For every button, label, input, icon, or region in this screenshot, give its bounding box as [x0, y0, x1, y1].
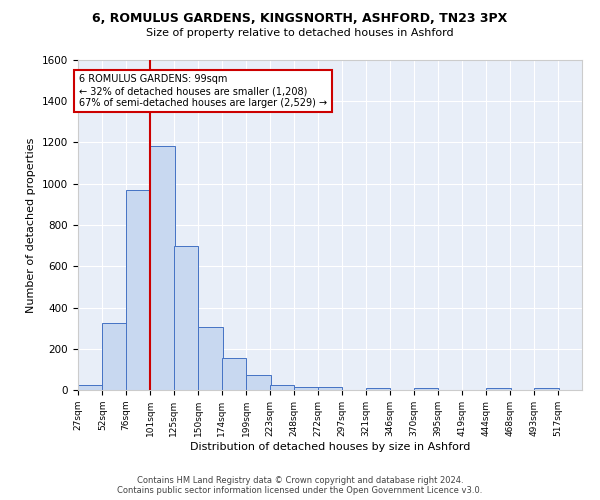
Bar — [222, 358, 247, 390]
Bar — [151, 146, 175, 390]
Bar — [534, 388, 559, 390]
Bar — [199, 327, 223, 390]
Text: 6 ROMULUS GARDENS: 99sqm
← 32% of detached houses are smaller (1,208)
67% of sem: 6 ROMULUS GARDENS: 99sqm ← 32% of detach… — [79, 74, 327, 108]
Bar — [126, 190, 151, 390]
Bar — [366, 388, 390, 390]
Text: Size of property relative to detached houses in Ashford: Size of property relative to detached ho… — [146, 28, 454, 38]
Bar — [486, 388, 511, 390]
Bar — [294, 387, 319, 390]
Bar — [174, 246, 199, 390]
Bar — [103, 323, 127, 390]
Bar — [247, 374, 271, 390]
X-axis label: Distribution of detached houses by size in Ashford: Distribution of detached houses by size … — [190, 442, 470, 452]
Bar — [78, 385, 103, 390]
Text: 6, ROMULUS GARDENS, KINGSNORTH, ASHFORD, TN23 3PX: 6, ROMULUS GARDENS, KINGSNORTH, ASHFORD,… — [92, 12, 508, 26]
Text: Contains HM Land Registry data © Crown copyright and database right 2024.
Contai: Contains HM Land Registry data © Crown c… — [118, 476, 482, 495]
Bar — [270, 385, 294, 390]
Y-axis label: Number of detached properties: Number of detached properties — [26, 138, 37, 312]
Bar — [413, 388, 438, 390]
Bar — [318, 387, 342, 390]
